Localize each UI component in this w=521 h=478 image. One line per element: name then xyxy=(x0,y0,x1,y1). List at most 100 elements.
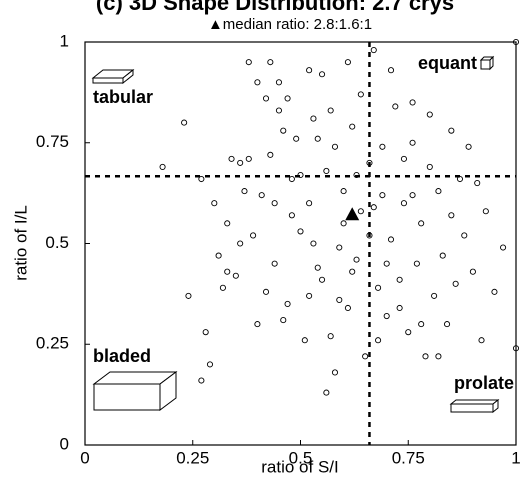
point xyxy=(336,296,343,303)
point xyxy=(512,38,520,46)
point xyxy=(293,135,300,142)
point xyxy=(478,337,485,344)
point xyxy=(224,268,231,275)
point xyxy=(370,204,377,211)
point xyxy=(469,268,476,275)
point xyxy=(448,212,455,219)
point xyxy=(318,276,326,283)
point xyxy=(392,103,399,110)
point xyxy=(383,260,390,267)
point xyxy=(387,236,395,243)
x-tick-label: 1 xyxy=(511,448,520,467)
point xyxy=(426,163,433,170)
point xyxy=(198,175,205,183)
point xyxy=(418,220,425,227)
point xyxy=(452,280,459,287)
x-axis-label: ratio of S/I xyxy=(261,457,338,476)
region-label: equant xyxy=(418,53,477,73)
point xyxy=(383,312,390,320)
point xyxy=(327,107,334,114)
point xyxy=(413,260,420,267)
point xyxy=(310,115,317,122)
point xyxy=(491,288,498,295)
point xyxy=(323,167,330,175)
point xyxy=(314,135,321,142)
median-marker xyxy=(345,207,360,221)
point xyxy=(349,268,356,275)
median-label: ▲median ratio: 2.8:1.6:1 xyxy=(208,16,372,33)
point xyxy=(409,192,416,199)
region-label: bladed xyxy=(93,346,151,366)
point xyxy=(219,284,226,291)
point xyxy=(215,252,222,259)
x-tick-label: 0 xyxy=(80,448,89,467)
point xyxy=(245,59,252,66)
point xyxy=(275,79,283,86)
point xyxy=(379,192,386,199)
point xyxy=(366,159,373,166)
region-label: prolate xyxy=(454,373,514,393)
y-tick-label: 0.75 xyxy=(36,132,69,151)
point xyxy=(284,95,291,102)
point xyxy=(357,208,364,215)
point xyxy=(370,47,377,54)
point xyxy=(275,107,283,114)
point xyxy=(254,321,261,328)
point xyxy=(336,244,343,251)
bladed-icon xyxy=(92,371,178,411)
point xyxy=(280,317,287,324)
point xyxy=(344,304,351,312)
point xyxy=(426,111,433,118)
point xyxy=(159,163,166,170)
point xyxy=(314,264,321,271)
point xyxy=(409,99,416,106)
point xyxy=(405,329,412,336)
point xyxy=(202,329,209,336)
point xyxy=(443,321,451,328)
point xyxy=(331,143,339,150)
point xyxy=(318,71,326,78)
x-tick-label: 0.5 xyxy=(289,448,313,467)
point xyxy=(396,304,403,312)
point xyxy=(387,67,395,74)
point xyxy=(306,200,313,207)
point xyxy=(409,139,416,146)
point xyxy=(500,244,507,251)
point xyxy=(353,256,360,263)
point xyxy=(375,337,382,344)
point xyxy=(418,321,425,328)
y-tick-label: 0.5 xyxy=(45,233,69,252)
point xyxy=(297,228,304,235)
equant-icon xyxy=(479,55,495,71)
point xyxy=(456,175,464,183)
point xyxy=(185,292,192,299)
point xyxy=(306,292,313,299)
point xyxy=(288,212,295,219)
point xyxy=(237,159,244,166)
point xyxy=(340,188,347,195)
point xyxy=(250,232,257,239)
point xyxy=(228,155,235,162)
point xyxy=(435,353,442,360)
point xyxy=(306,67,313,74)
point xyxy=(258,192,265,199)
point xyxy=(331,369,339,376)
point xyxy=(340,220,347,227)
point xyxy=(301,337,308,344)
point xyxy=(267,59,274,66)
point xyxy=(400,200,407,207)
point xyxy=(482,208,489,215)
point xyxy=(284,300,291,308)
point xyxy=(211,200,218,207)
point xyxy=(400,155,407,162)
point xyxy=(241,188,248,195)
point xyxy=(327,333,334,340)
point xyxy=(357,91,364,98)
point xyxy=(474,179,481,187)
point xyxy=(288,175,295,183)
chart-title: (c) 3D Shape Distribution: 2.7 crys xyxy=(96,0,454,15)
point xyxy=(379,143,386,150)
point xyxy=(465,143,472,150)
point xyxy=(323,389,330,396)
